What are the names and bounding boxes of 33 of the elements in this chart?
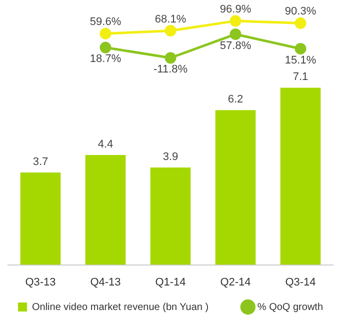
data-label: 59.6% (90, 16, 122, 28)
legend-label: Online video market revenue (bn Yuan ) (32, 302, 209, 313)
x-tick-label: Q1-14 (155, 276, 186, 288)
bar (215, 110, 256, 265)
point (164, 24, 176, 36)
point (294, 42, 306, 54)
data-label: 15.1% (284, 54, 316, 66)
data-label: 3.7 (32, 156, 48, 168)
data-label: 68.1% (154, 13, 186, 26)
data-label: 18.7% (90, 53, 122, 66)
point (100, 42, 112, 54)
x-tick-label: Q3-13 (25, 276, 56, 288)
legend-label: % QoQ growth (257, 302, 324, 313)
data-label: 3.9 (162, 151, 178, 164)
data-label: 7.1 (292, 71, 308, 84)
bar (150, 168, 191, 265)
data-label: 96.9% (220, 3, 252, 16)
point (100, 28, 112, 40)
point (294, 17, 306, 29)
x-tick-label: Q3-14 (285, 276, 316, 288)
x-tick-label: Q2-14 (220, 276, 251, 288)
data-label: 6.2 (228, 94, 244, 106)
point (164, 52, 176, 64)
point (230, 15, 242, 27)
data-label: 57.8% (220, 40, 252, 52)
data-label: 4.4 (98, 138, 114, 151)
data-label: 90.3% (284, 6, 316, 18)
data-label: -11.8% (153, 63, 188, 76)
bar (20, 172, 61, 265)
bar (85, 155, 126, 265)
bar (280, 88, 321, 265)
point (230, 28, 242, 40)
x-tick-label: Q4-13 (90, 276, 121, 288)
